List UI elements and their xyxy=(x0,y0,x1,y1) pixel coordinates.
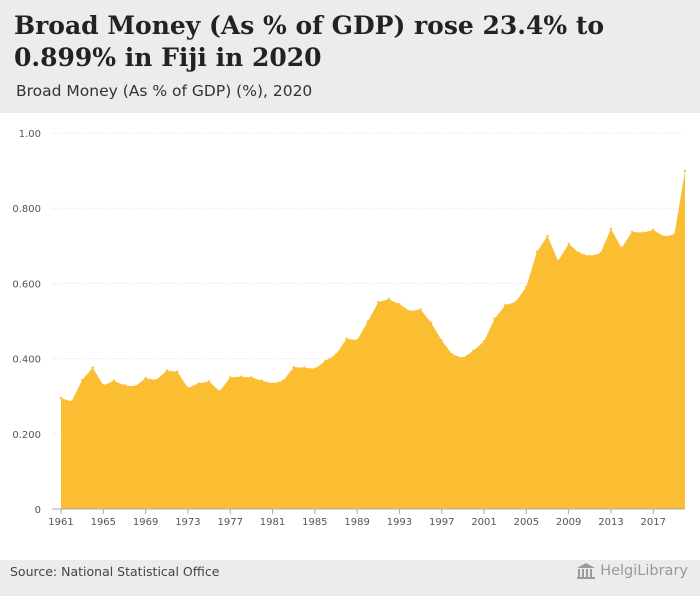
data-point xyxy=(504,304,507,307)
data-point xyxy=(630,230,634,234)
source-note: Source: National Statistical Office xyxy=(10,564,220,579)
data-point xyxy=(123,384,126,387)
area-series xyxy=(61,170,685,509)
chart-subtitle: Broad Money (As % of GDP) (%), 2020 xyxy=(16,82,313,100)
data-point xyxy=(176,370,179,373)
data-point xyxy=(154,378,158,382)
data-point xyxy=(556,259,560,263)
data-point xyxy=(102,384,105,387)
data-point xyxy=(525,285,528,288)
area-chart: 0 0.200 0.400 0.600 0.800 1.00 1961 1965 1969 197… xyxy=(0,113,700,560)
data-point xyxy=(197,382,200,385)
data-point xyxy=(229,376,232,379)
data-point xyxy=(398,302,401,306)
data-point xyxy=(292,366,295,369)
data-point xyxy=(112,379,116,382)
y-tick-label: 0 xyxy=(35,505,41,516)
header-band: Broad Money (As % of GDP) rose 23.4% to … xyxy=(0,0,700,113)
x-tick-label: 2017 xyxy=(641,517,666,528)
data-point xyxy=(578,251,581,255)
building-icon xyxy=(576,562,596,580)
x-tick-label: 2009 xyxy=(556,517,581,528)
data-point xyxy=(408,310,412,313)
y-tick-label: 0.800 xyxy=(12,204,41,215)
data-point xyxy=(440,339,443,342)
data-point xyxy=(218,390,221,393)
footer-band: Source: National Statistical Office Helg… xyxy=(0,560,700,596)
x-tick-label: 1981 xyxy=(260,517,285,528)
data-point xyxy=(324,359,327,363)
data-point xyxy=(133,385,137,388)
data-point xyxy=(451,353,454,356)
x-tick-label: 1989 xyxy=(344,517,369,528)
data-point xyxy=(366,320,369,323)
data-point xyxy=(144,376,147,380)
x-tick-label: 2013 xyxy=(598,517,623,528)
data-point xyxy=(207,380,211,383)
data-point xyxy=(599,252,602,255)
data-point xyxy=(514,300,517,304)
data-point xyxy=(567,242,570,246)
y-tick-label: 0.600 xyxy=(12,279,41,290)
data-point xyxy=(70,400,73,403)
data-point xyxy=(535,250,539,254)
data-point xyxy=(461,356,465,360)
y-tick-label: 1.00 xyxy=(19,129,41,140)
x-tick-label: 1965 xyxy=(91,517,116,528)
data-point xyxy=(588,254,592,258)
brand-logo[interactable]: HelgiLibrary xyxy=(576,562,688,580)
data-point xyxy=(250,376,253,379)
data-point xyxy=(59,396,63,400)
data-point xyxy=(303,366,306,369)
data-point xyxy=(271,382,274,385)
data-point xyxy=(620,246,623,250)
x-tick-label: 1977 xyxy=(217,517,242,528)
data-point xyxy=(482,340,486,343)
x-tick-label: 1997 xyxy=(429,517,454,528)
data-point xyxy=(673,233,676,236)
data-point xyxy=(239,375,242,378)
data-point xyxy=(313,367,317,370)
data-point xyxy=(419,308,422,311)
data-point xyxy=(472,349,475,352)
chart-canvas: 0 0.200 0.400 0.600 0.800 1.00 1961 1965 1969 197… xyxy=(12,129,687,528)
data-point xyxy=(429,321,433,325)
data-point xyxy=(186,386,190,390)
x-tick-label: 1961 xyxy=(48,517,73,528)
data-point xyxy=(377,301,380,304)
data-point xyxy=(546,234,549,238)
data-point xyxy=(91,366,94,369)
data-point xyxy=(387,297,391,301)
y-tick-label: 0.200 xyxy=(12,430,41,441)
x-tick-label: 1985 xyxy=(302,517,327,528)
data-point xyxy=(652,228,655,232)
data-point xyxy=(355,338,359,342)
x-tick-label: 1973 xyxy=(175,517,200,528)
data-point xyxy=(334,353,338,356)
data-point xyxy=(493,317,496,320)
x-tick-label: 1969 xyxy=(133,517,158,528)
data-point xyxy=(260,379,264,382)
data-point xyxy=(662,235,666,238)
data-point xyxy=(165,369,168,372)
data-point xyxy=(683,169,687,173)
data-point xyxy=(641,231,644,234)
x-tick-label: 2001 xyxy=(471,517,496,528)
x-tick-label: 2005 xyxy=(514,517,539,528)
data-point xyxy=(80,378,84,382)
x-tick-label: 1993 xyxy=(387,517,412,528)
data-point xyxy=(345,337,348,340)
page-title: Broad Money (As % of GDP) rose 23.4% to … xyxy=(14,11,605,72)
data-point xyxy=(281,379,285,382)
data-point xyxy=(609,227,613,231)
y-tick-label: 0.400 xyxy=(12,355,41,366)
brand-name: HelgiLibrary xyxy=(600,563,688,579)
